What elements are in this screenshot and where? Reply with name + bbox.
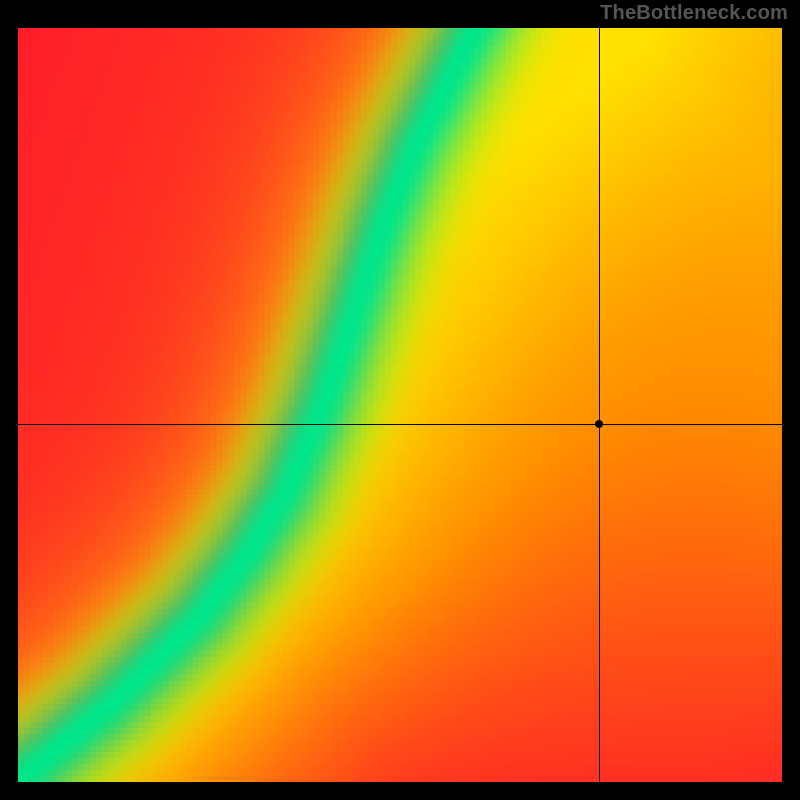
crosshair-vertical xyxy=(599,28,600,782)
root: { "watermark": { "text": "TheBottleneck.… xyxy=(0,0,800,800)
crosshair-horizontal xyxy=(18,424,782,425)
heatmap-canvas xyxy=(18,28,782,782)
watermark-text: TheBottleneck.com xyxy=(600,2,788,25)
crosshair-dot xyxy=(595,420,603,428)
heatmap-plot xyxy=(18,28,782,782)
